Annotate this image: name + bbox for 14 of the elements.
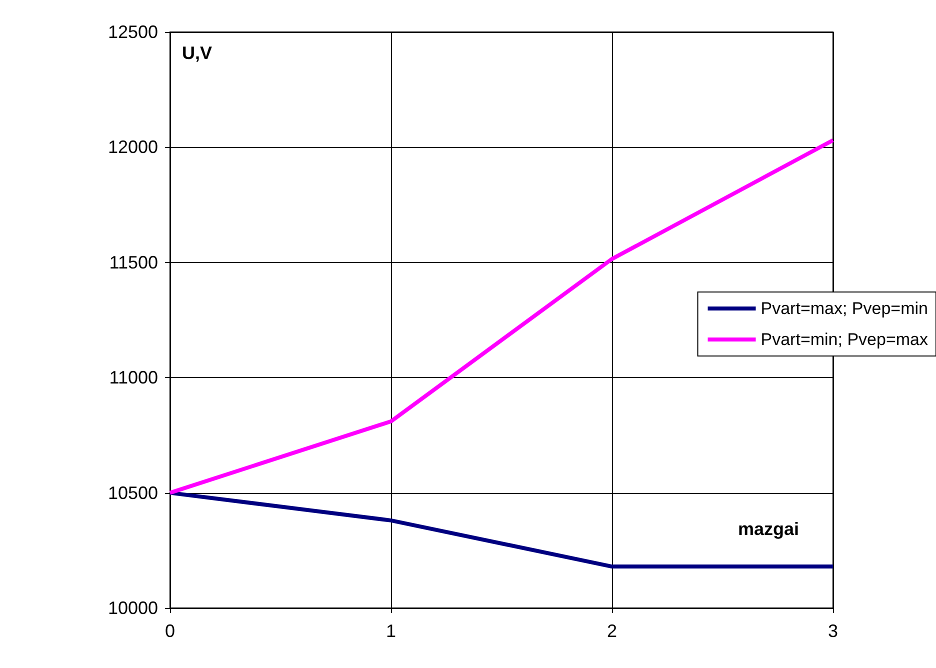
y-tick-label: 11000 (109, 368, 158, 388)
y-tick-label: 12000 (108, 137, 158, 158)
y-tick-label: 10000 (108, 598, 158, 618)
y-tick-label: 12500 (108, 22, 158, 42)
x-tick-label: 3 (828, 621, 838, 641)
x-tick-label: 2 (606, 621, 618, 641)
x-tick-label: 0 (164, 621, 176, 641)
y-tick-label: 11500 (109, 252, 158, 272)
legend-label: Pvart=min; Pvep=max (760, 330, 928, 349)
y-tick-label: 10500 (108, 482, 158, 503)
y-axis-title: U,V (182, 43, 212, 63)
x-tick-label: 1 (386, 621, 396, 641)
legend-label: Pvart=max; Pvep=min (760, 299, 928, 318)
x-axis-title: mazgai (738, 519, 800, 539)
